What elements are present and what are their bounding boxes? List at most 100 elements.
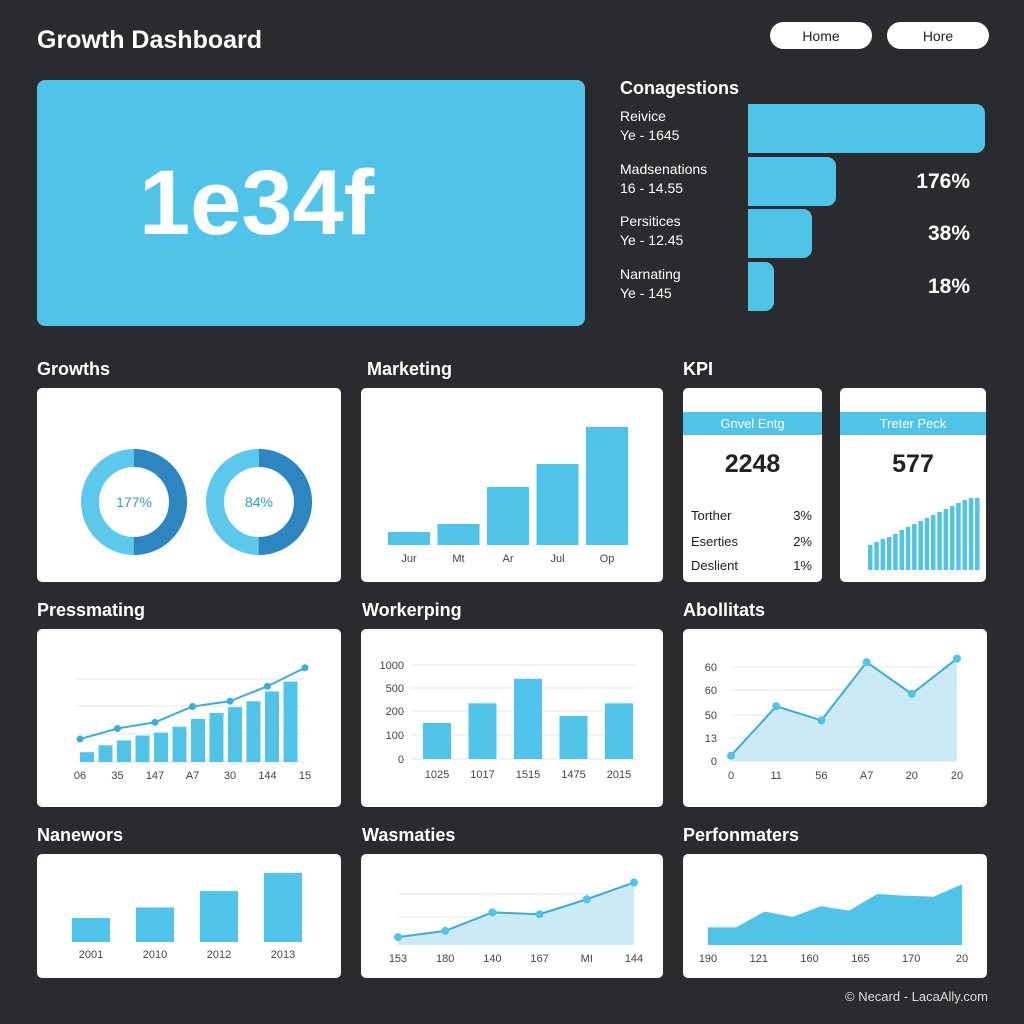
line-point	[189, 702, 196, 710]
section-workerping: Workerping	[362, 600, 462, 620]
kpi-row-value: 3%	[793, 508, 812, 523]
congestion-item: Narnating Ye - 145	[620, 265, 681, 303]
area-fill	[731, 658, 957, 761]
x-tick-label: 20	[956, 953, 968, 965]
y-tick-label: 0	[711, 756, 717, 768]
congestion-sub: Ye - 1645	[620, 127, 680, 143]
bar	[437, 524, 480, 545]
x-tick-label: 180	[436, 953, 454, 965]
nanewors-chart: 2001 2010 2012 2013	[72, 872, 302, 961]
congestion-label: Narnating	[620, 265, 681, 282]
workerping-card: 0 100 200 500 1000 1025 1017 1515 1475 2015	[361, 629, 663, 807]
bar	[586, 427, 628, 545]
section-nanewors: Nanewors	[37, 825, 124, 845]
x-tick-label: Jur	[401, 553, 417, 565]
congestion-item: Reivice Ye - 1645	[620, 107, 679, 145]
y-tick-label: 13	[705, 733, 717, 745]
x-tick-label: 20	[951, 770, 963, 782]
bar	[154, 732, 168, 762]
spark-bar	[868, 545, 873, 570]
spark-bar	[918, 521, 923, 570]
kpi-row: Deslient 1%	[691, 558, 812, 573]
x-tick-label: 35	[111, 770, 123, 782]
x-tick-label: 160	[800, 953, 818, 965]
congestion-label: Persitices	[620, 213, 681, 229]
line-point	[630, 878, 638, 887]
bar	[246, 701, 261, 762]
pressmating-chart: 06 35 147 A7 30 144 15	[74, 664, 311, 782]
kpi-row-label: Deslient	[691, 558, 738, 573]
congestion-percent: 176%	[916, 169, 970, 193]
bar	[136, 907, 174, 942]
congestion-label: Reivice	[620, 108, 666, 124]
bar	[423, 723, 451, 759]
bar	[605, 703, 633, 759]
x-tick-label: 167	[530, 953, 548, 965]
bar	[487, 487, 529, 545]
spark-bar	[956, 503, 961, 570]
x-tick-label: 190	[699, 953, 717, 965]
growths-card: 177% 84%	[37, 388, 341, 582]
bar	[559, 715, 588, 759]
bar	[514, 678, 542, 759]
y-tick-label: 1000	[380, 660, 404, 672]
kpi-1-value: 2248	[724, 450, 781, 478]
perfonmaters-card: 190 121 160 165 170 20	[683, 854, 987, 978]
x-tick-label: 144	[625, 953, 643, 965]
footer-copyright: © Necard - LacaAlly.com	[845, 989, 988, 1004]
line-point	[582, 895, 591, 904]
line-point	[76, 735, 84, 743]
kpi-2-title: Treter Peck	[840, 412, 986, 435]
x-tick-label: 147	[146, 770, 164, 782]
x-tick-label: 15	[299, 770, 311, 782]
x-tick-label: 170	[902, 953, 920, 965]
x-tick-label: 11	[770, 770, 781, 782]
spark-bar	[931, 515, 936, 570]
line-point	[535, 910, 544, 919]
x-tick-label: 1017	[470, 769, 494, 781]
page-title: Growth Dashboard	[37, 26, 263, 54]
bar	[117, 740, 131, 762]
line-point	[264, 682, 271, 690]
x-tick-label: A7	[186, 770, 199, 782]
x-tick-label: 2001	[79, 949, 103, 961]
line-point	[226, 697, 234, 705]
line-series	[397, 881, 635, 939]
x-tick-label: Jul	[550, 553, 564, 565]
x-tick-label: MI	[581, 953, 593, 965]
bar	[200, 891, 238, 942]
bar	[265, 691, 279, 762]
section-growths: Growths	[37, 359, 111, 379]
donut-segment	[81, 449, 187, 555]
kpi-card-1: Gnvel Entg 2248 Torther 3% Eserties 2% Des…	[683, 388, 822, 582]
spark-bar	[905, 527, 911, 570]
donut-charts	[81, 449, 312, 555]
home-button[interactable]: Home	[770, 22, 872, 49]
section-perfonmaters: Perfonmaters	[683, 825, 800, 845]
x-tick-label: Op	[600, 553, 615, 565]
y-tick-label: 0	[398, 754, 404, 766]
spark-bar	[975, 498, 980, 570]
y-tick-label: 100	[386, 730, 404, 742]
y-tick-label: 50	[705, 710, 717, 722]
x-tick-label: 165	[851, 953, 869, 965]
spark-bar	[968, 498, 974, 570]
y-tick-label: 60	[705, 685, 717, 697]
spark-bar	[886, 537, 892, 570]
line-point	[301, 664, 309, 672]
abollitats-chart: 0 11 56 A7 20 20 0 13 50 60 60	[705, 654, 963, 782]
line-series	[730, 657, 958, 757]
congestion-sub: 16 - 14.55	[620, 179, 684, 196]
bar	[98, 745, 113, 762]
congestion-bar	[748, 156, 836, 206]
bar	[172, 726, 187, 762]
x-tick-label: 30	[224, 770, 236, 782]
y-tick-label: 60	[705, 662, 717, 674]
hero-value: 1e34f	[139, 151, 375, 254]
congestion-percent: 38%	[927, 222, 970, 245]
x-tick-label: 56	[815, 770, 827, 782]
x-tick-label: 140	[483, 953, 501, 965]
abollitats-card: 0 11 56 A7 20 20 0 13 50 60 60	[683, 629, 987, 807]
congestion-item: Persitices Ye - 12.45	[620, 212, 683, 250]
hore-button[interactable]: Hore	[887, 22, 989, 49]
